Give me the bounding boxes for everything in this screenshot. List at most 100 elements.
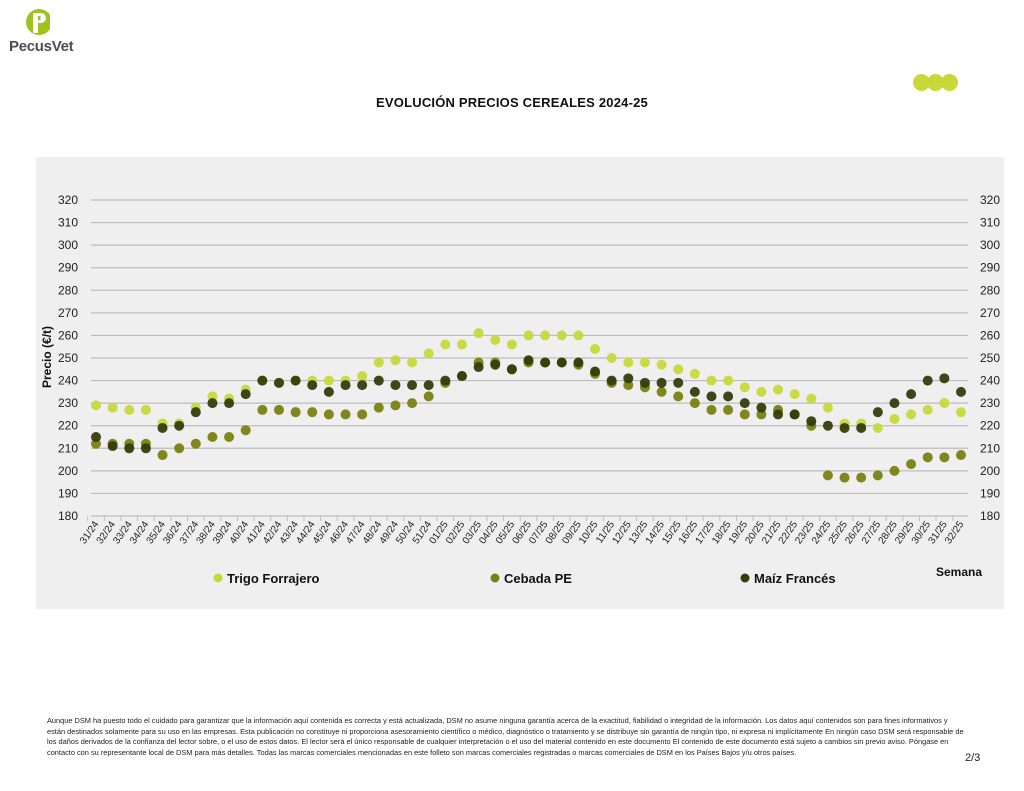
data-point-trigo-forrajero xyxy=(506,339,517,350)
data-point-trigo-forrajero xyxy=(623,357,634,368)
data-point-trigo-forrajero xyxy=(789,389,800,400)
decorative-dots xyxy=(913,74,958,91)
y-tick-label-right: 260 xyxy=(980,328,1000,342)
y-tick-label-right: 220 xyxy=(980,419,1000,433)
page-number: 2/3 xyxy=(965,752,981,764)
data-point-trigo-forrajero xyxy=(540,330,551,341)
data-point-cebada-pe xyxy=(174,443,185,454)
chart-panel: 180 180 190 190 200 200 210 210 220 220 230 230 240 2… xyxy=(36,157,1004,609)
legend-marker xyxy=(213,573,223,583)
y-tick-label-left: 200 xyxy=(58,464,78,478)
data-point-ma-z-franc-s xyxy=(124,443,135,454)
data-point-ma-z-franc-s xyxy=(490,359,501,370)
data-point-cebada-pe xyxy=(706,404,717,415)
data-point-ma-z-franc-s xyxy=(939,373,950,384)
y-tick-label-right: 300 xyxy=(980,238,1000,252)
data-point-cebada-pe xyxy=(290,407,301,418)
y-axis-label: Precio (€/t) xyxy=(40,326,54,388)
data-point-ma-z-franc-s xyxy=(407,380,418,391)
data-point-ma-z-franc-s xyxy=(107,441,118,452)
data-point-trigo-forrajero xyxy=(756,386,767,397)
data-point-cebada-pe xyxy=(822,470,833,481)
data-point-trigo-forrajero xyxy=(390,355,401,366)
y-tick-label-left: 240 xyxy=(58,374,78,388)
data-point-trigo-forrajero xyxy=(573,330,584,341)
data-point-ma-z-franc-s xyxy=(224,398,235,409)
data-point-trigo-forrajero xyxy=(706,375,717,386)
data-point-trigo-forrajero xyxy=(806,393,817,404)
data-point-cebada-pe xyxy=(240,425,251,436)
data-point-cebada-pe xyxy=(207,432,218,442)
data-point-cebada-pe xyxy=(889,465,900,476)
data-point-cebada-pe xyxy=(723,404,734,415)
x-axis-label: Semana xyxy=(936,565,982,579)
data-point-trigo-forrajero xyxy=(689,368,700,379)
legend-label: Trigo Forrajero xyxy=(227,571,320,586)
data-point-cebada-pe xyxy=(939,452,950,463)
data-point-ma-z-franc-s xyxy=(673,377,684,388)
data-point-ma-z-franc-s xyxy=(240,389,251,400)
data-point-trigo-forrajero xyxy=(889,413,900,424)
data-point-cebada-pe xyxy=(673,391,684,402)
data-point-trigo-forrajero xyxy=(723,375,734,386)
y-tick-label-left: 310 xyxy=(58,216,78,230)
data-point-ma-z-franc-s xyxy=(723,391,734,402)
y-tick-label-right: 200 xyxy=(980,464,1000,478)
data-point-trigo-forrajero xyxy=(357,371,368,382)
data-point-ma-z-franc-s xyxy=(307,380,318,391)
y-tick-label-right: 210 xyxy=(980,441,1000,455)
data-point-ma-z-franc-s xyxy=(706,391,717,402)
legend-marker xyxy=(740,573,750,583)
data-point-trigo-forrajero xyxy=(490,334,501,345)
y-tick-label-left: 300 xyxy=(58,238,78,252)
data-point-cebada-pe xyxy=(906,459,917,470)
data-point-trigo-forrajero xyxy=(473,328,484,339)
data-point-ma-z-franc-s xyxy=(839,422,850,433)
data-point-trigo-forrajero xyxy=(739,382,750,393)
y-tick-label-right: 310 xyxy=(980,216,1000,230)
y-tick-label-left: 290 xyxy=(58,261,78,275)
data-point-ma-z-franc-s xyxy=(573,357,584,368)
data-point-ma-z-franc-s xyxy=(639,377,650,388)
data-point-ma-z-franc-s xyxy=(473,362,484,373)
data-point-cebada-pe xyxy=(689,398,700,409)
data-point-cebada-pe xyxy=(407,398,418,409)
legend-label: Maíz Francés xyxy=(754,571,836,586)
data-point-ma-z-franc-s xyxy=(140,443,151,454)
data-point-cebada-pe xyxy=(739,409,750,420)
data-point-trigo-forrajero xyxy=(822,402,833,413)
data-point-trigo-forrajero xyxy=(440,339,451,350)
data-point-ma-z-franc-s xyxy=(273,377,284,388)
brand-name: PecusVet xyxy=(9,38,74,55)
data-point-ma-z-franc-s xyxy=(357,380,368,391)
data-point-ma-z-franc-s xyxy=(373,375,384,386)
data-point-trigo-forrajero xyxy=(939,398,950,409)
data-point-cebada-pe xyxy=(922,452,933,463)
data-point-trigo-forrajero xyxy=(639,357,650,368)
data-point-trigo-forrajero xyxy=(456,339,467,350)
y-tick-label-right: 230 xyxy=(980,396,1000,410)
data-point-cebada-pe xyxy=(340,409,351,420)
y-tick-label-right: 280 xyxy=(980,283,1000,297)
data-point-cebada-pe xyxy=(856,472,867,483)
data-point-ma-z-franc-s xyxy=(91,432,101,442)
data-point-ma-z-franc-s xyxy=(739,398,750,409)
y-tick-label-left: 220 xyxy=(58,419,78,433)
y-tick-label-left: 190 xyxy=(58,486,78,500)
data-point-cebada-pe xyxy=(357,409,368,420)
data-point-cebada-pe xyxy=(323,409,334,420)
y-tick-label-left: 210 xyxy=(58,441,78,455)
data-point-trigo-forrajero xyxy=(140,404,151,415)
data-point-cebada-pe xyxy=(273,404,284,415)
data-point-ma-z-franc-s xyxy=(906,389,917,400)
data-point-ma-z-franc-s xyxy=(856,422,867,433)
y-tick-label-left: 280 xyxy=(58,283,78,297)
data-point-ma-z-franc-s xyxy=(456,371,467,382)
data-point-cebada-pe xyxy=(190,438,201,449)
data-point-trigo-forrajero xyxy=(523,330,534,341)
data-point-cebada-pe xyxy=(656,386,667,397)
data-point-ma-z-franc-s xyxy=(922,375,933,386)
data-point-trigo-forrajero xyxy=(606,353,617,363)
data-point-ma-z-franc-s xyxy=(590,366,601,377)
data-point-ma-z-franc-s xyxy=(174,420,185,431)
